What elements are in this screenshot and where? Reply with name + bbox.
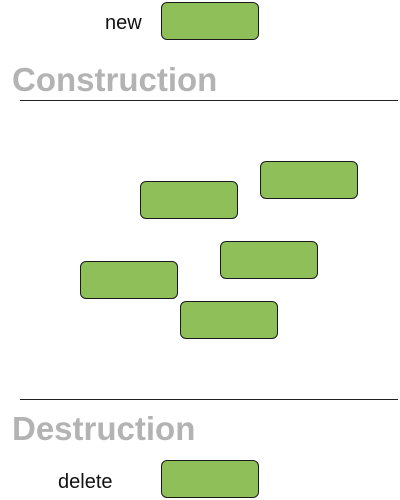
destruction-title: Destruction [12, 410, 196, 447]
delete-keyword: delete [58, 471, 113, 493]
new-object-box [161, 2, 259, 40]
heap-object-box [80, 261, 178, 299]
heap-object-box [140, 181, 238, 219]
destruction-rule [20, 399, 398, 400]
heap-object-box [220, 241, 318, 279]
construction-title: Construction [12, 61, 218, 98]
heap-object-box [260, 161, 358, 199]
construction-rule [20, 100, 398, 101]
new-keyword: new [105, 12, 142, 34]
deleted-object-box [161, 460, 259, 498]
heap-object-box [180, 301, 278, 339]
